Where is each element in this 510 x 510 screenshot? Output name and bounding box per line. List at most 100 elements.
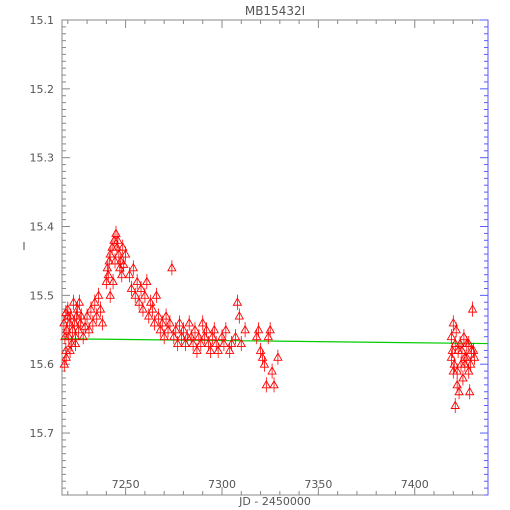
data-point (84, 324, 94, 334)
data-point (89, 297, 100, 306)
data-point (192, 345, 202, 354)
data-point (116, 256, 126, 265)
data-point (273, 352, 283, 361)
data-point (236, 338, 247, 348)
data-point (451, 324, 461, 334)
data-point (63, 311, 73, 320)
data-point (126, 283, 137, 292)
data-point (93, 290, 104, 299)
chart-title: MB15432I (245, 4, 305, 18)
data-point (159, 331, 169, 341)
data-point (458, 373, 468, 382)
data-point (446, 331, 457, 341)
data-point (253, 324, 264, 334)
data-point (234, 311, 245, 320)
data-point (63, 331, 74, 341)
data-point (120, 249, 131, 258)
data-point (184, 317, 194, 327)
data-point (232, 297, 243, 306)
data-point (105, 290, 115, 299)
data-point (465, 359, 476, 368)
data-point (149, 317, 160, 327)
data-point (153, 311, 164, 320)
data-point (265, 324, 275, 334)
data-point (78, 331, 88, 341)
data-point (172, 338, 183, 348)
x-tick-label: 7400 (401, 478, 429, 491)
axis-ticks (62, 19, 488, 496)
y-axis-label: I (22, 240, 25, 253)
data-point (457, 345, 467, 354)
data-point (95, 304, 106, 313)
data-point (213, 345, 223, 354)
data-point (140, 290, 150, 299)
data-point (97, 317, 108, 327)
x-tick-labels: 7250 7300 7350 7400 (112, 478, 429, 491)
data-point (61, 352, 72, 361)
data-point (449, 359, 460, 368)
data-point (190, 324, 200, 334)
data-point (110, 256, 120, 265)
data-point (75, 317, 86, 327)
data-point (147, 304, 158, 313)
y-tick-label: 15.5 (30, 289, 55, 302)
data-point (259, 359, 270, 368)
data-point (448, 366, 459, 375)
data-point (205, 345, 216, 354)
data-point (221, 324, 231, 334)
data-point (450, 400, 461, 409)
data-point (113, 235, 123, 244)
data-point (447, 345, 458, 354)
data-point (132, 276, 142, 286)
data-point (464, 386, 475, 396)
data-point (70, 338, 81, 348)
data-point (82, 311, 92, 320)
data-point (65, 345, 75, 354)
data-point (167, 262, 177, 272)
data-point (161, 311, 171, 320)
data-point (469, 352, 480, 361)
data-point (463, 338, 474, 348)
data-point (269, 379, 279, 389)
data-point (209, 324, 220, 334)
data-point (196, 338, 206, 348)
data-points (59, 225, 480, 414)
data-point (91, 311, 102, 320)
data-point (201, 324, 212, 334)
data-point (452, 379, 462, 389)
data-point (178, 324, 189, 334)
data-point (462, 352, 472, 361)
data-point (230, 331, 241, 341)
data-point (103, 269, 114, 279)
data-point (450, 338, 461, 348)
data-point (108, 276, 118, 286)
data-point (165, 317, 175, 327)
data-point (261, 379, 272, 389)
data-point (104, 256, 115, 265)
x-axis-label: JD - 2450000 (238, 495, 311, 508)
data-point (138, 304, 148, 313)
y-tick-labels: 15.1 15.2 15.3 15.4 15.5 15.6 15.7 (30, 14, 55, 440)
data-point (151, 290, 162, 299)
y-tick-label: 15.2 (30, 83, 55, 96)
data-point (142, 276, 152, 286)
data-point (124, 269, 135, 279)
data-point (157, 317, 168, 327)
data-point (59, 317, 69, 327)
data-point (170, 324, 181, 334)
data-point (118, 259, 129, 268)
data-point (446, 352, 457, 361)
data-point (80, 321, 90, 330)
data-point (240, 324, 250, 334)
data-point (267, 366, 277, 375)
data-point (459, 331, 469, 341)
data-point (188, 338, 198, 348)
data-point (116, 269, 127, 279)
data-point (88, 317, 98, 327)
data-point (71, 311, 82, 320)
data-point (226, 338, 237, 348)
y-tick-label: 15.7 (30, 427, 55, 440)
data-point (74, 297, 85, 306)
data-point (117, 242, 128, 251)
data-point (68, 297, 79, 306)
